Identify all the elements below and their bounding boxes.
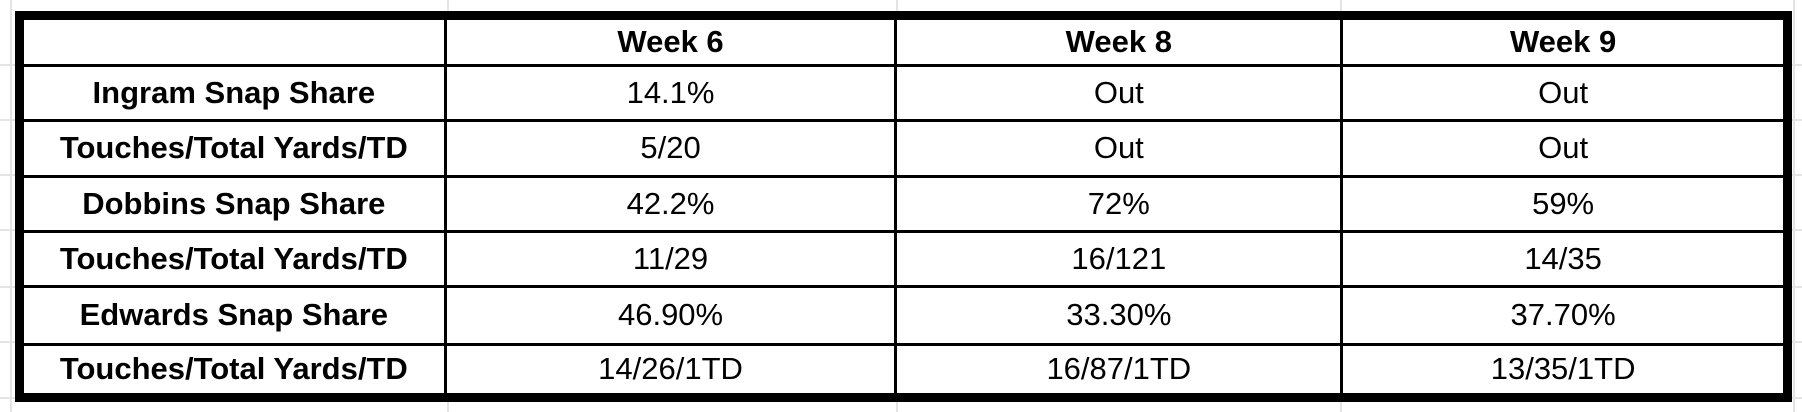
cell-ingram-snap-week-9[interactable]: Out	[1340, 63, 1789, 123]
column-header-week-8[interactable]: Week 8	[894, 14, 1344, 67]
cell-dobbins-snap-week-6[interactable]: 42.2%	[443, 174, 898, 233]
cell-dobbins-snap-week-8[interactable]: 72%	[894, 174, 1344, 233]
row-label-dobbins-snap-share[interactable]: Dobbins Snap Share	[18, 174, 447, 233]
cell-ingram-touches-week-6[interactable]: 5/20	[443, 119, 898, 178]
table-row-ingram-snap-share: Ingram Snap Share 14.1% Out Out	[18, 63, 1789, 123]
row-label-ingram-snap-share[interactable]: Ingram Snap Share	[18, 63, 447, 123]
column-header-week-6[interactable]: Week 6	[443, 14, 898, 67]
cell-ingram-touches-week-9[interactable]: Out	[1340, 119, 1789, 178]
cell-edwards-touches-week-8[interactable]: 16/87/1TD	[894, 342, 1344, 400]
cell-edwards-snap-week-9[interactable]: 37.70%	[1340, 285, 1789, 346]
row-label-dobbins-touches[interactable]: Touches/Total Yards/TD	[18, 229, 447, 289]
row-label-edwards-touches[interactable]: Touches/Total Yards/TD	[18, 342, 447, 400]
gridline-vertical	[1793, 0, 1795, 412]
cell-edwards-snap-week-6[interactable]: 46.90%	[443, 285, 898, 346]
cell-dobbins-touches-week-8[interactable]: 16/121	[894, 229, 1344, 289]
cell-edwards-touches-week-9[interactable]: 13/35/1TD	[1340, 342, 1789, 400]
column-header-week-9[interactable]: Week 9	[1340, 14, 1789, 67]
row-label-ingram-touches[interactable]: Touches/Total Yards/TD	[18, 119, 447, 178]
table-row-ingram-touches: Touches/Total Yards/TD 5/20 Out Out	[18, 119, 1789, 178]
column-header-blank[interactable]	[18, 14, 447, 67]
table-row-edwards-snap-share: Edwards Snap Share 46.90% 33.30% 37.70%	[18, 285, 1789, 346]
cell-dobbins-touches-week-9[interactable]: 14/35	[1340, 229, 1789, 289]
table-row-dobbins-snap-share: Dobbins Snap Share 42.2% 72% 59%	[18, 174, 1789, 233]
cell-dobbins-snap-week-9[interactable]: 59%	[1340, 174, 1789, 233]
table-row-edwards-touches: Touches/Total Yards/TD 14/26/1TD 16/87/1…	[18, 342, 1789, 400]
cell-ingram-touches-week-8[interactable]: Out	[894, 119, 1344, 178]
cell-ingram-snap-week-8[interactable]: Out	[894, 63, 1344, 123]
table-row-dobbins-touches: Touches/Total Yards/TD 11/29 16/121 14/3…	[18, 229, 1789, 289]
gridline-vertical	[10, 0, 12, 412]
player-stats-table: Week 6 Week 8 Week 9 Ingram Snap Share 1…	[15, 11, 1792, 402]
table-header-row: Week 6 Week 8 Week 9	[18, 14, 1789, 67]
cell-ingram-snap-week-6[interactable]: 14.1%	[443, 63, 898, 123]
cell-edwards-snap-week-8[interactable]: 33.30%	[894, 285, 1344, 346]
cell-edwards-touches-week-6[interactable]: 14/26/1TD	[443, 342, 898, 400]
row-label-edwards-snap-share[interactable]: Edwards Snap Share	[18, 285, 447, 346]
cell-dobbins-touches-week-6[interactable]: 11/29	[443, 229, 898, 289]
